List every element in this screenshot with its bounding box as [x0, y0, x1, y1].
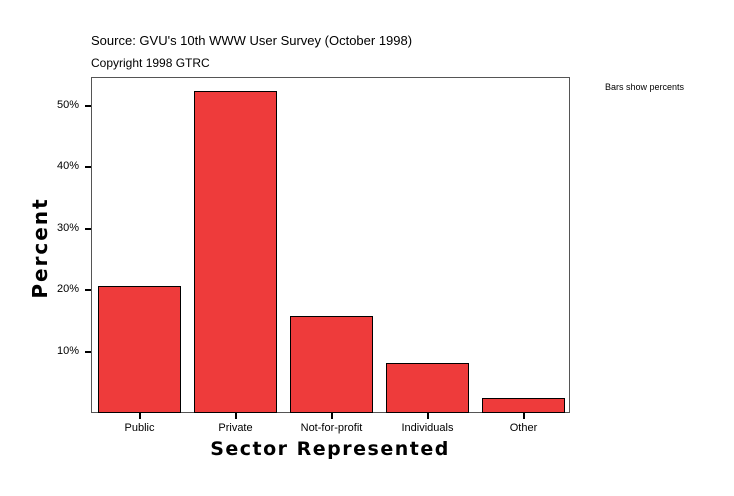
y-tick-label: 40% — [56, 160, 79, 172]
y-tick-label: 30% — [56, 221, 79, 234]
x-tick — [330, 413, 333, 419]
bar-public — [98, 286, 181, 413]
x-tick-label: Other — [509, 422, 538, 434]
source-caption: Source: GVU's 10th WWW User Survey (Octo… — [91, 33, 413, 48]
y-tick — [85, 227, 91, 230]
x-tick-label: Not-for-profit — [300, 422, 363, 434]
bar-not-for-profit — [290, 315, 373, 413]
x-tick — [522, 413, 525, 419]
y-tick — [85, 104, 91, 107]
y-tick-label: 20% — [56, 283, 79, 295]
x-tick — [234, 413, 237, 419]
x-tick-label: Individuals — [401, 422, 454, 434]
y-tick-label: 10% — [56, 344, 79, 357]
bar-private — [194, 90, 277, 413]
x-axis-title: Sector Represented — [210, 438, 450, 460]
bar-other — [482, 398, 565, 413]
x-tick — [138, 413, 141, 419]
x-tick-label: Public — [124, 422, 155, 434]
y-tick — [85, 350, 91, 353]
y-tick-label: 50% — [56, 98, 79, 111]
x-tick — [426, 413, 429, 419]
y-tick — [85, 166, 91, 168]
y-axis-title: Percent — [28, 197, 52, 299]
bar-individuals — [386, 362, 469, 413]
x-tick-label: Private — [218, 422, 253, 434]
copyright-caption: Copyright 1998 GTRC — [91, 56, 210, 70]
y-tick — [85, 289, 91, 291]
bars-note: Bars show percents — [605, 82, 685, 92]
